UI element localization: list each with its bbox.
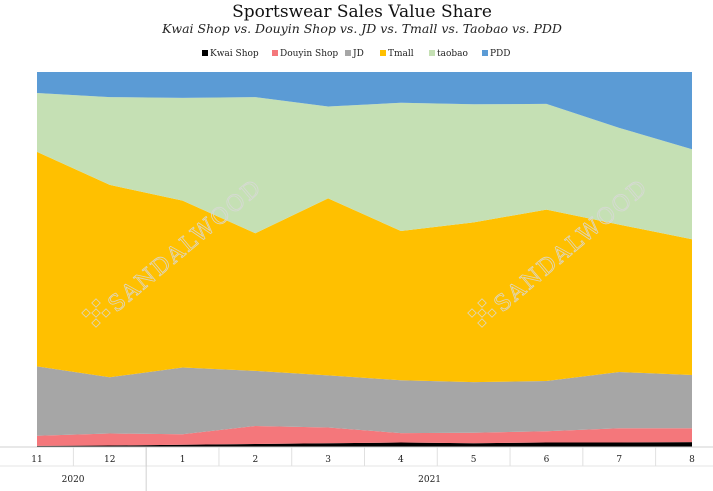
year-label-2020: 2020 <box>62 475 85 485</box>
x-tick-label: 7 <box>616 455 622 465</box>
chart-title: Sportswear Sales Value Share <box>232 2 492 22</box>
legend-swatch <box>272 50 278 56</box>
area-pdd <box>37 72 692 150</box>
x-tick-label: 8 <box>689 455 695 465</box>
legend-label: Tmall <box>388 49 414 59</box>
legend-item-taobao: taobao <box>429 49 468 59</box>
legend-swatch <box>380 50 386 56</box>
chart-subtitle: Kwai Shop vs. Douyin Shop vs. JD vs. Tma… <box>161 21 562 36</box>
legend-swatch <box>345 50 351 56</box>
area-tmall <box>37 151 692 383</box>
x-tick-label: 5 <box>471 455 477 465</box>
x-tick-label: 1 <box>180 455 186 465</box>
legend-item-kwai-shop: Kwai Shop <box>202 49 259 59</box>
legend-label: JD <box>352 49 364 59</box>
legend-swatch <box>482 50 488 56</box>
x-tick-label: 11 <box>31 455 42 465</box>
area-jd <box>37 366 692 436</box>
legend-swatch <box>429 50 435 56</box>
year-label-2021: 2021 <box>418 475 441 485</box>
area-douyin-shop <box>37 426 692 446</box>
legend-item-pdd: PDD <box>482 49 511 59</box>
x-tick-label: 6 <box>544 455 550 465</box>
legend-item-tmall: Tmall <box>380 49 414 59</box>
legend-item-jd: JD <box>345 49 364 59</box>
area-kwai-shop <box>37 442 692 447</box>
x-tick-label: 3 <box>325 455 331 465</box>
plot-area <box>37 72 692 447</box>
x-tick-label: 2 <box>252 455 258 465</box>
legend-item-douyin-shop: Douyin Shop <box>272 49 338 59</box>
x-tick-label: 4 <box>398 455 404 465</box>
x-tick-label: 12 <box>104 455 115 465</box>
area-taobao <box>37 93 692 240</box>
legend-swatch <box>202 50 208 56</box>
legend-label: PDD <box>490 49 511 59</box>
legend-label: taobao <box>437 49 468 59</box>
legend-label: Douyin Shop <box>280 49 338 59</box>
legend: Kwai Shop Douyin Shop JD Tmall taobao PDD <box>202 49 511 59</box>
legend-label: Kwai Shop <box>210 49 259 59</box>
